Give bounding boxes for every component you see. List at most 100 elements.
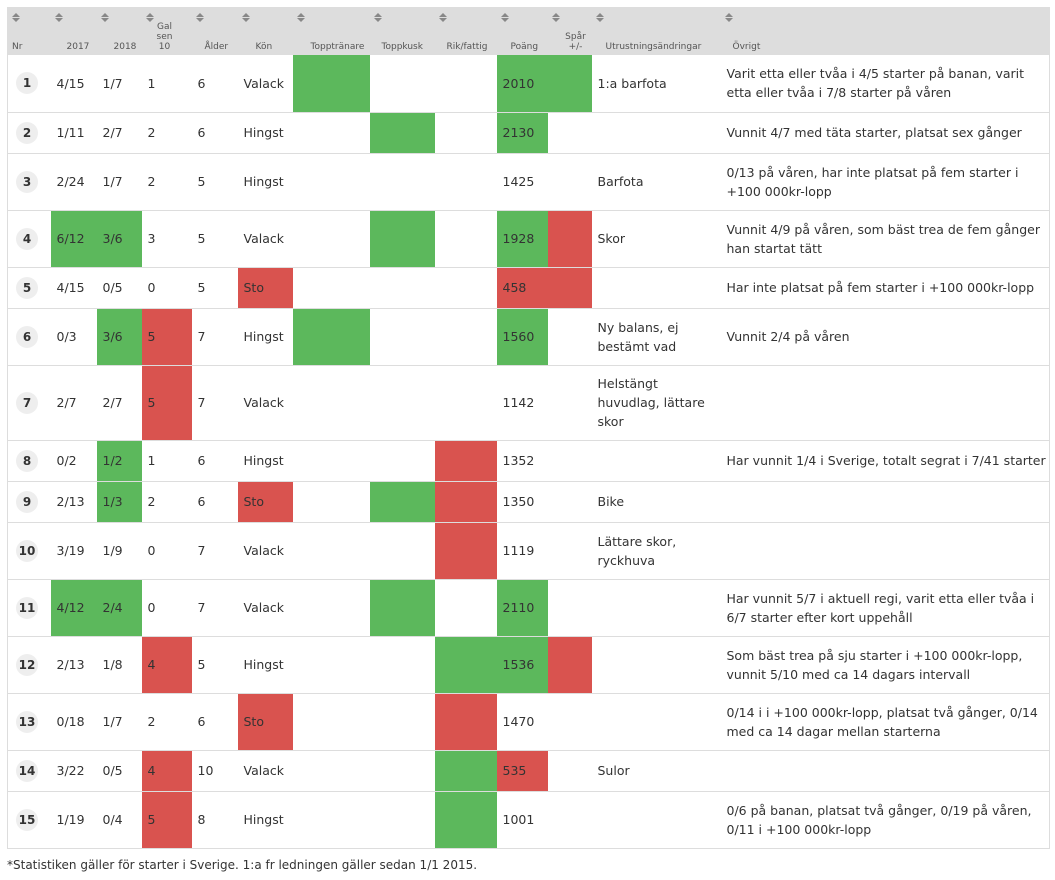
cell-utrustning-text: Skor (597, 231, 626, 246)
cell-toppkusk (369, 522, 435, 580)
cell-alder-text: 5 (197, 174, 206, 189)
cell-kon-text: Hingst (243, 453, 284, 468)
row-number-badge: 14 (16, 759, 38, 782)
cell-2018: 1/7 (96, 55, 142, 113)
column-header-gal-sen-10[interactable]: Gal sen 10 (141, 7, 192, 55)
cell-poang-text: 1352 (502, 453, 535, 468)
cell-alder-text: 5 (197, 657, 206, 672)
cell-toppkusk (369, 267, 435, 309)
cell-utrustning: Barfota (591, 153, 721, 211)
cell-gal-sen-10-text: 2 (147, 174, 156, 189)
cell-nr: 4 (7, 210, 51, 268)
column-header-2018[interactable]: 2018 (96, 7, 142, 55)
column-header-utrustning[interactable]: Utrustningsändringar (591, 7, 721, 55)
sort-arrows-icon[interactable] (500, 13, 509, 23)
cell-2017: 1/19 (50, 791, 97, 849)
column-header-rik-fattig[interactable]: Rik/fattig (434, 7, 497, 55)
cell-2017: 4/15 (50, 267, 97, 309)
column-header-2017[interactable]: 2017 (50, 7, 97, 55)
sort-arrows-icon[interactable] (12, 13, 20, 23)
table-row: 7 2/7 2/7 5 7 Valack 1142 Helstängt huvudlag, l… (7, 365, 1050, 441)
table-row: 9 2/13 1/3 2 6 Sto 1350 Bike (7, 481, 1050, 523)
cell-utrustning: Ny balans, ej bestämt vad (591, 308, 721, 366)
cell-2018: 2/7 (96, 112, 142, 154)
cell-kon: Hingst (237, 153, 293, 211)
cell-gal-sen-10: 2 (141, 153, 192, 211)
cell-poang-text: 1928 (502, 231, 535, 246)
cell-topptranare (292, 55, 370, 113)
column-header-ovrigt[interactable]: Övrigt (720, 7, 1050, 55)
cell-alder: 5 (191, 267, 238, 309)
cell-spar (547, 210, 592, 268)
sort-arrows-icon[interactable] (241, 13, 250, 23)
sort-arrows-icon[interactable] (54, 13, 63, 23)
cell-nr: 9 (7, 481, 51, 523)
cell-2018-text: 2/7 (102, 125, 123, 140)
cell-ovrigt-text: 0/6 på banan, platsat två gånger, 0/19 p… (726, 802, 1032, 837)
column-header-poang[interactable]: Poäng (496, 7, 548, 55)
column-header-nr[interactable]: Nr (7, 7, 51, 55)
cell-gal-sen-10: 4 (141, 750, 192, 792)
table-body: 1 4/15 1/7 1 6 Valack 2010 1:a barfota Varit ett… (7, 55, 1050, 849)
cell-kon-text: Sto (243, 280, 264, 295)
sort-arrows-icon[interactable] (145, 13, 154, 23)
cell-gal-sen-10-text: 5 (147, 812, 156, 827)
table-row: 4 6/12 3/6 3 5 Valack 1928 Skor Vunnit 4/9 på vå… (7, 210, 1050, 268)
table-row: 13 0/18 1/7 2 6 Sto 1470 0/14 i i +100 000kr-lo… (7, 693, 1050, 751)
cell-nr: 12 (7, 636, 51, 694)
column-header-spar[interactable]: Spår +/- (547, 7, 592, 55)
cell-utrustning: Lättare skor, ryckhuva (591, 522, 721, 580)
table-row: 1 4/15 1/7 1 6 Valack 2010 1:a barfota Varit ett… (7, 55, 1050, 113)
cell-alder-text: 6 (197, 453, 206, 468)
sort-arrows-icon[interactable] (595, 13, 604, 23)
cell-poang: 1470 (496, 693, 548, 751)
cell-ovrigt: Har vunnit 1/4 i Sverige, totalt segrat … (720, 440, 1050, 482)
cell-kon-text: Valack (243, 395, 285, 410)
cell-gal-sen-10: 2 (141, 693, 192, 751)
cell-2018-text: 1/9 (102, 543, 123, 558)
table-row: 15 1/19 0/4 5 8 Hingst 1001 0/6 på banan, plats… (7, 791, 1050, 849)
sort-arrows-icon[interactable] (100, 13, 109, 23)
cell-topptranare (292, 153, 370, 211)
cell-spar (547, 522, 592, 580)
column-header-kon[interactable]: Kön (237, 7, 293, 55)
cell-2018-text: 0/5 (102, 763, 123, 778)
row-number-badge: 11 (16, 596, 38, 619)
cell-rik-fattig (434, 522, 497, 580)
cell-2018-text: 3/6 (102, 329, 123, 344)
cell-gal-sen-10: 3 (141, 210, 192, 268)
cell-kon-text: Valack (243, 231, 285, 246)
cell-2018: 2/4 (96, 579, 142, 637)
cell-nr: 8 (7, 440, 51, 482)
cell-topptranare (292, 365, 370, 441)
sort-arrows-icon[interactable] (551, 13, 560, 23)
cell-topptranare (292, 210, 370, 268)
cell-2017: 4/15 (50, 55, 97, 113)
cell-kon: Hingst (237, 636, 293, 694)
cell-rik-fattig (434, 636, 497, 694)
cell-2017-text: 3/19 (56, 543, 85, 558)
cell-gal-sen-10: 1 (141, 55, 192, 113)
column-header-topptranare[interactable]: Topptränare (292, 7, 370, 55)
cell-alder-text: 6 (197, 494, 206, 509)
cell-alder: 6 (191, 440, 238, 482)
column-header-toppkusk[interactable]: Toppkusk (369, 7, 435, 55)
cell-utrustning (591, 112, 721, 154)
cell-poang: 1536 (496, 636, 548, 694)
column-header-alder[interactable]: Ålder (191, 7, 238, 55)
cell-2018: 1/7 (96, 153, 142, 211)
cell-ovrigt-text: Vunnit 4/9 på våren, som bäst trea de fe… (726, 221, 1040, 256)
sort-arrows-icon[interactable] (195, 13, 204, 23)
sort-arrows-icon[interactable] (373, 13, 382, 23)
cell-utrustning: Sulor (591, 750, 721, 792)
sort-arrows-icon[interactable] (724, 13, 733, 23)
cell-gal-sen-10: 2 (141, 112, 192, 154)
row-number-badge: 3 (16, 170, 38, 193)
cell-alder: 5 (191, 153, 238, 211)
cell-alder: 5 (191, 636, 238, 694)
cell-toppkusk (369, 308, 435, 366)
cell-2018-text: 1/7 (102, 75, 123, 91)
sort-arrows-icon[interactable] (296, 13, 305, 23)
sort-arrows-icon[interactable] (438, 13, 447, 23)
table-row: 2 1/11 2/7 2 6 Hingst 2130 Vunnit 4/7 med täta … (7, 112, 1050, 154)
